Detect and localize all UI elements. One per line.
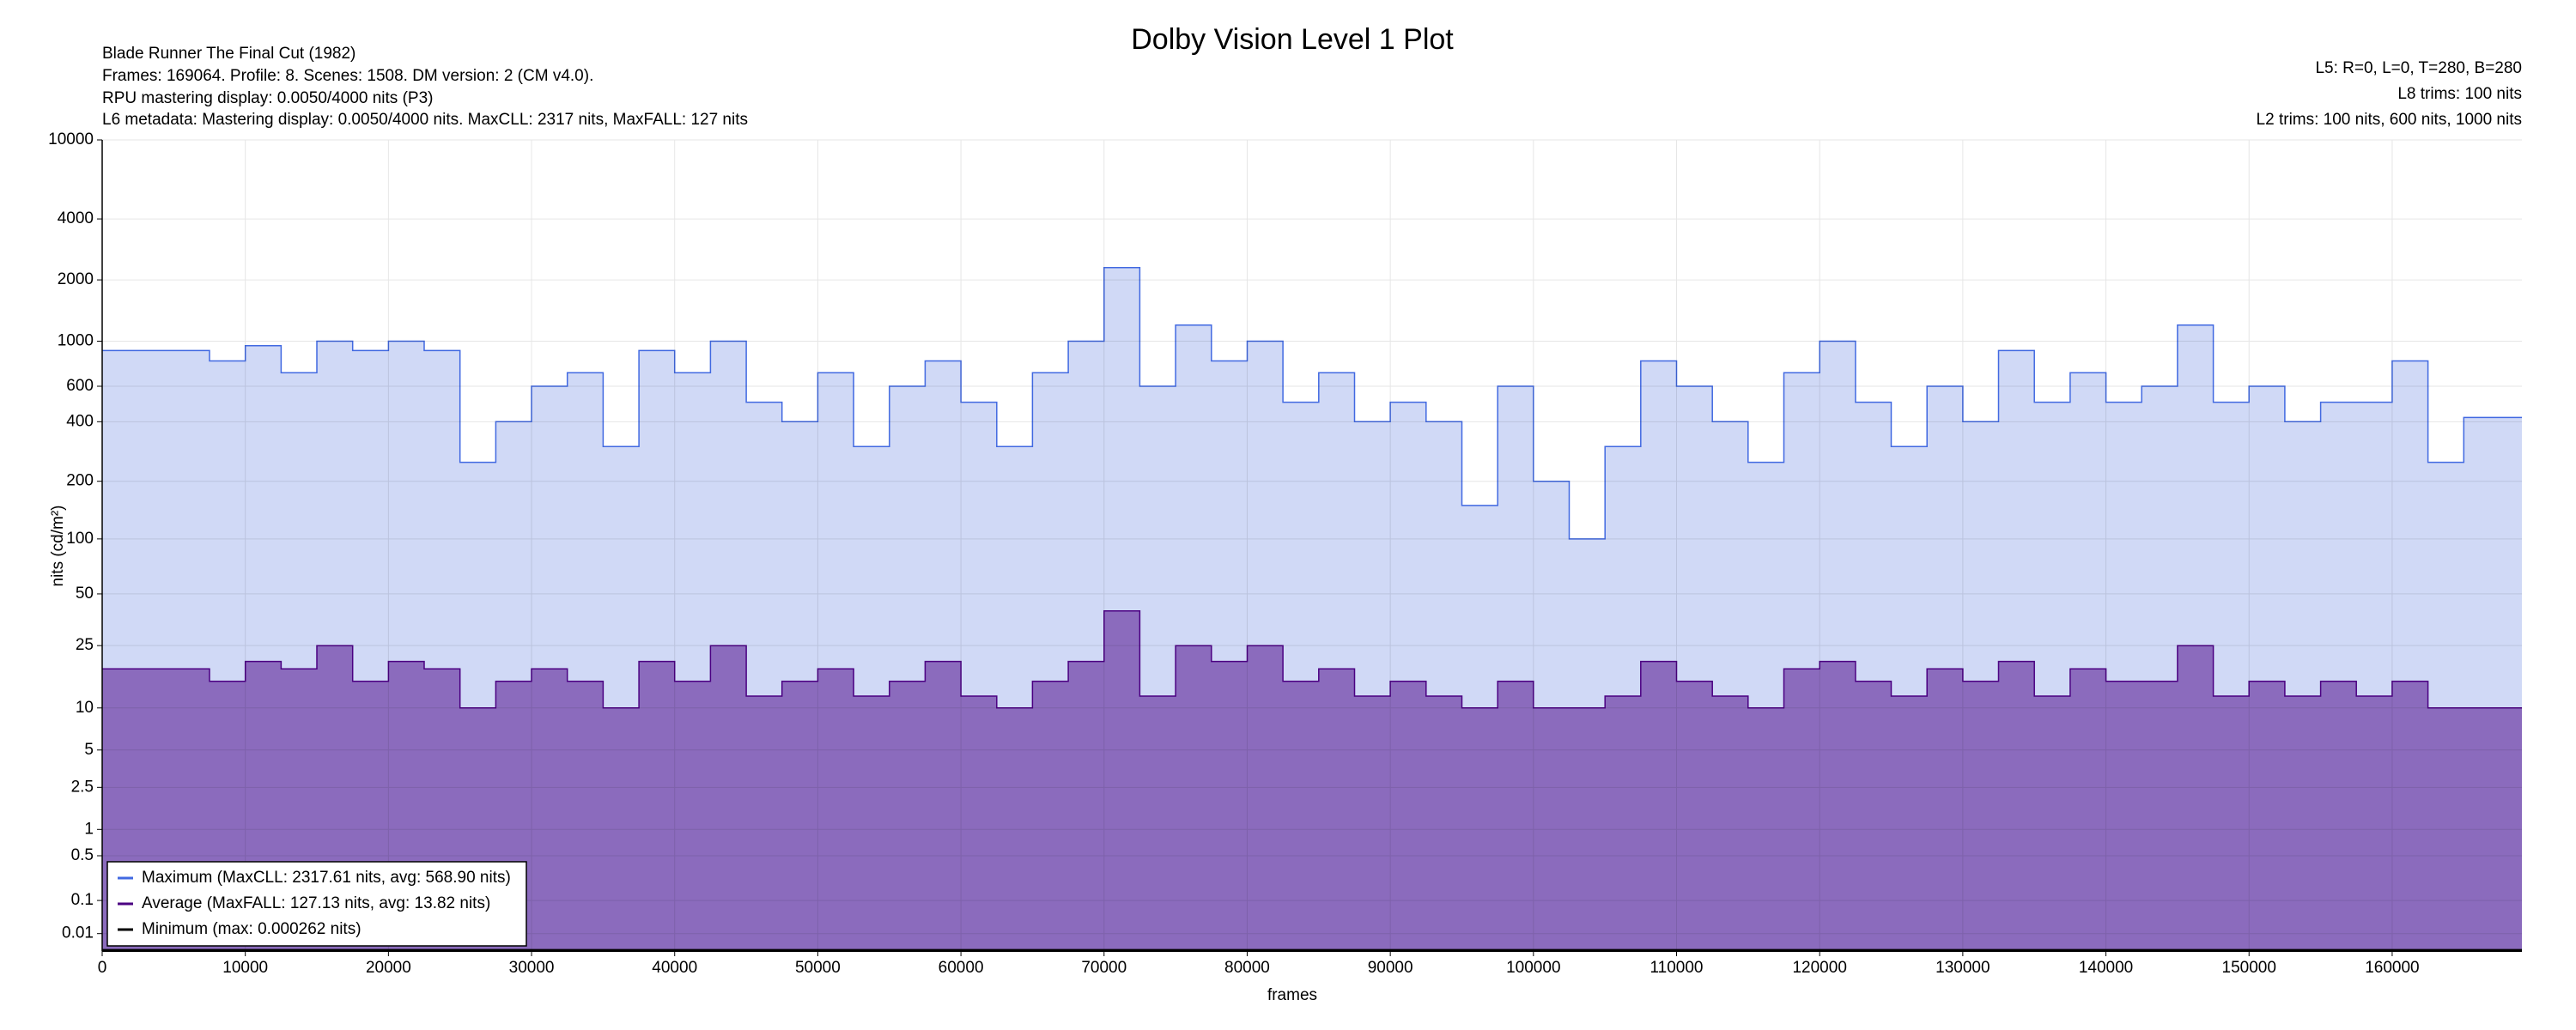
x-tick-label: 110000 bbox=[1650, 959, 1704, 977]
info-line: Frames: 169064. Profile: 8. Scenes: 1508… bbox=[102, 67, 593, 85]
x-tick-label: 60000 bbox=[939, 959, 984, 977]
x-tick-label: 70000 bbox=[1081, 959, 1127, 977]
y-tick-label: 50 bbox=[76, 585, 94, 603]
x-tick-label: 90000 bbox=[1368, 959, 1413, 977]
info-line: L8 trims: 100 nits bbox=[2397, 85, 2522, 103]
y-tick-label: 25 bbox=[76, 636, 94, 654]
info-line: Blade Runner The Final Cut (1982) bbox=[102, 45, 355, 63]
x-tick-label: 30000 bbox=[509, 959, 555, 977]
info-line: L5: R=0, L=0, T=280, B=280 bbox=[2315, 59, 2522, 77]
info-line: L6 metadata: Mastering display: 0.0050/4… bbox=[102, 111, 748, 129]
y-axis-label: nits (cd/m²) bbox=[49, 506, 67, 587]
legend-label: Average (MaxFALL: 127.13 nits, avg: 13.8… bbox=[142, 894, 490, 912]
y-tick-label: 2.5 bbox=[71, 778, 94, 796]
y-tick-label: 5 bbox=[84, 741, 94, 759]
y-tick-label: 400 bbox=[66, 412, 94, 430]
x-tick-label: 150000 bbox=[2222, 959, 2276, 977]
y-tick-label: 600 bbox=[66, 377, 94, 395]
x-tick-label: 40000 bbox=[652, 959, 697, 977]
y-tick-label: 0.01 bbox=[62, 924, 94, 942]
y-tick-label: 0.1 bbox=[71, 891, 94, 909]
legend bbox=[106, 861, 527, 947]
y-tick-label: 10 bbox=[76, 699, 94, 717]
y-tick-label: 2000 bbox=[58, 270, 94, 288]
x-tick-label: 50000 bbox=[795, 959, 841, 977]
y-tick-label: 4000 bbox=[58, 209, 94, 227]
x-tick-label: 20000 bbox=[366, 959, 411, 977]
x-tick-label: 140000 bbox=[2079, 959, 2133, 977]
y-tick-label: 10000 bbox=[48, 130, 94, 148]
x-tick-label: 130000 bbox=[1935, 959, 1990, 977]
x-tick-label: 100000 bbox=[1506, 959, 1560, 977]
legend-label: Minimum (max: 0.000262 nits) bbox=[142, 920, 361, 938]
y-tick-label: 200 bbox=[66, 472, 94, 490]
y-tick-label: 1 bbox=[84, 820, 94, 838]
legend-label: Maximum (MaxCLL: 2317.61 nits, avg: 568.… bbox=[142, 869, 511, 887]
y-tick-label: 1000 bbox=[58, 332, 94, 350]
chart-title: Dolby Vision Level 1 Plot bbox=[1131, 23, 1454, 56]
x-tick-label: 0 bbox=[98, 959, 107, 977]
y-tick-label: 100 bbox=[66, 530, 94, 548]
info-line: RPU mastering display: 0.0050/4000 nits … bbox=[102, 89, 433, 107]
x-tick-label: 160000 bbox=[2365, 959, 2419, 977]
x-tick-label: 120000 bbox=[1792, 959, 1846, 977]
series-area bbox=[102, 610, 2522, 951]
info-line: L2 trims: 100 nits, 600 nits, 1000 nits bbox=[2257, 111, 2522, 129]
x-tick-label: 80000 bbox=[1224, 959, 1270, 977]
y-tick-label: 0.5 bbox=[71, 846, 94, 864]
x-tick-label: 10000 bbox=[222, 959, 268, 977]
x-axis-label: frames bbox=[1267, 986, 1317, 1004]
